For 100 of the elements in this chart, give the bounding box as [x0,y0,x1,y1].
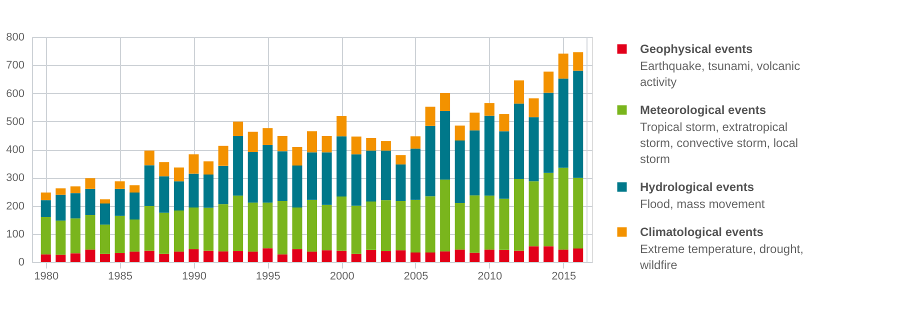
bar [380,141,391,151]
bar [248,152,258,203]
legend-label: Hydrological events [640,180,754,194]
bar [514,179,524,251]
bar [188,174,199,208]
bar [380,150,391,200]
x-tick-label: 1980 [34,270,59,282]
text: Earthquake, tsunami, volcanic activity [640,59,800,89]
bar [174,168,184,182]
bar [56,254,66,262]
bar [248,202,258,252]
bar [85,188,96,216]
bar [484,250,494,262]
x-tick-label: 2000 [330,270,354,282]
bar [292,166,302,208]
bar [114,253,125,262]
bar [351,154,362,206]
bar [499,131,510,199]
bar [454,250,465,262]
bar [188,249,199,262]
bar [40,200,51,217]
bar [100,199,110,204]
bar [558,54,568,79]
bar [40,217,51,254]
x-tick-label: 1995 [256,270,280,282]
bar [544,172,554,246]
bar [130,192,140,220]
bar [410,252,420,262]
bar [425,196,436,252]
bar [204,161,214,175]
y-tick-label: 0 [18,256,24,268]
text: Flood, mass movement [640,197,766,211]
legend-label: Meteorological events [640,103,766,117]
y-tick-label: 100 [6,228,24,240]
bar [159,176,170,213]
bar [380,251,391,262]
bar [277,254,288,262]
bar [528,181,539,246]
bar [454,140,465,203]
bar [514,80,524,104]
bar [528,246,539,262]
x-tick-label: 2010 [478,270,502,282]
bar [114,188,125,216]
bar [85,250,96,262]
bar [262,202,273,248]
bar [174,252,184,262]
bar [262,128,273,145]
bar [322,250,332,262]
bar [130,252,140,262]
bar [351,206,362,254]
bar [351,136,362,154]
y-tick-label: 600 [6,88,24,100]
legend-label: Climatological events [640,225,764,239]
bar [292,146,302,166]
bar [218,204,228,252]
bar [159,162,170,176]
bar [544,246,554,262]
bar [322,204,332,250]
bar [351,254,362,262]
bar [130,220,140,252]
bar [499,198,510,250]
bar [277,136,288,152]
bar [410,200,420,252]
bar [188,154,199,174]
x-tick-label: 2015 [552,270,576,282]
y-tick-label: 400 [6,144,24,156]
bar [470,252,480,262]
bar [218,251,228,262]
bar [336,136,347,196]
bar [174,210,184,252]
text: Extreme temperature, drought, wildfire [639,242,804,272]
bar [100,224,110,254]
bar [100,254,110,262]
bar [144,165,154,206]
bar [396,250,406,262]
bar [396,164,406,201]
bar [307,252,317,262]
bar [248,252,258,262]
bar [159,212,170,254]
bar [233,251,244,262]
bar [262,248,273,262]
bar [454,126,465,140]
bar [425,126,436,196]
bar [470,130,480,196]
bar [440,251,450,262]
bar [573,178,584,248]
bar [544,92,554,173]
bar [307,200,317,252]
text: Tropical storm, extratropical storm, convective storm, local storm [640,120,798,166]
bar [218,146,228,166]
bar [410,136,420,149]
bar [528,98,539,118]
bar [558,78,568,168]
bar [454,202,465,250]
y-tick-label: 200 [6,200,24,212]
bar [336,250,347,262]
y-tick-label: 500 [6,116,24,128]
bar [380,200,391,252]
bar [85,215,96,250]
bar [366,138,376,151]
